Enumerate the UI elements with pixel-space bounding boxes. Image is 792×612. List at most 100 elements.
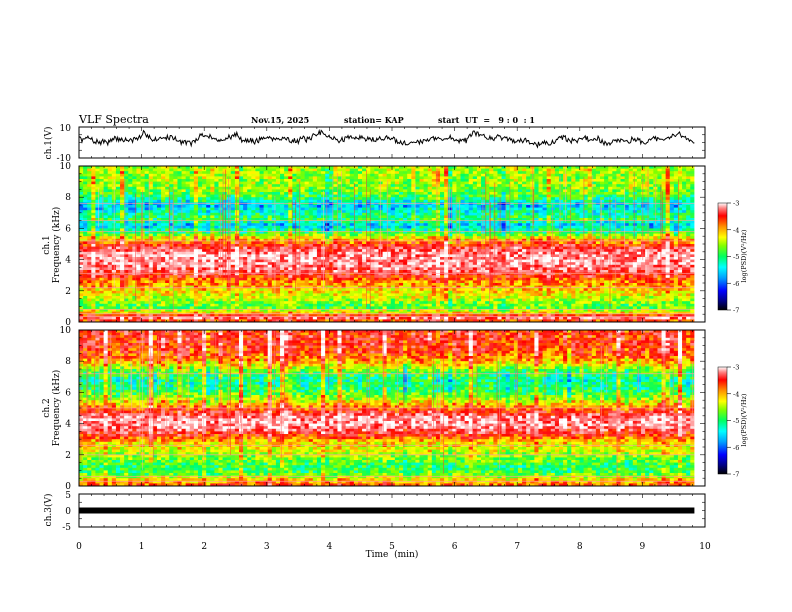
ch1-spectrogram-cell — [145, 182, 150, 185]
ch1-spectrogram-cell — [608, 174, 613, 177]
ch1-spectrogram-cell — [420, 174, 425, 177]
ch1-spectrogram-cell — [534, 179, 539, 182]
ch1-spectrogram-cell — [161, 197, 166, 200]
ch1-spectrogram-cell — [399, 169, 404, 172]
ch1-spectrogram-cell — [206, 195, 211, 198]
ch1-spectrogram-cell — [104, 195, 109, 198]
ch1-spectrogram-cell — [190, 182, 195, 185]
ch1-spectrogram-cell — [538, 169, 543, 172]
ch1-spectrogram-cell — [633, 200, 638, 203]
ch1-spectrogram-cell — [136, 192, 141, 195]
ch1-spectrogram-cell — [136, 184, 141, 187]
ch1-spectrogram-cell — [604, 200, 609, 203]
ch1-spectrogram-cell — [662, 169, 667, 172]
ch1-spectrogram-cell — [489, 197, 494, 200]
ch1-spectrogram-cell — [116, 202, 121, 205]
ch1-spectrogram-cell — [670, 171, 675, 174]
ch1-spectrogram-cell — [288, 182, 293, 185]
ch1-spectrogram-cell — [350, 195, 355, 198]
ch1-spectrogram-cell — [198, 176, 203, 179]
ch1-spectrogram-cell — [141, 184, 146, 187]
ch1-spectrogram-cell — [79, 174, 84, 177]
ch1-spectrogram-cell — [350, 187, 355, 190]
ch1-spectrogram-cell — [522, 176, 527, 179]
ch1-spectrogram-cell — [202, 189, 207, 192]
ch1-spectrogram-cell — [420, 179, 425, 182]
ch1-spectrogram-cell — [407, 174, 412, 177]
ch1-spectrogram-cell — [235, 176, 240, 179]
ch1-spectrogram-cell — [415, 189, 420, 192]
ch1-spectrogram-cell — [666, 184, 671, 187]
ch1-spectrogram-cell — [374, 182, 379, 185]
ch1-spectrogram-cell — [432, 189, 437, 192]
ch1-spectrogram-cell — [666, 169, 671, 172]
ch1-spectrogram-cell — [280, 202, 285, 205]
ch1-spectrogram-cell — [424, 205, 429, 208]
ch1-spectrogram-cell — [301, 197, 306, 200]
ch1-spectrogram-cell — [255, 197, 260, 200]
ch1-spectrogram-cell — [432, 197, 437, 200]
ch1-spectrogram-cell — [420, 182, 425, 185]
ch1-spectrogram-cell — [440, 184, 445, 187]
ch1-spectrogram-cell — [100, 182, 105, 185]
ch1-spectrogram-cell — [465, 174, 470, 177]
ch1-spectrogram-cell — [190, 176, 195, 179]
ch1-spectrogram-cell — [264, 189, 269, 192]
ch1-spectrogram-cell — [407, 179, 412, 182]
ch1-spectrogram-cell — [625, 171, 630, 174]
ch1-spectrogram-cell — [157, 182, 162, 185]
ch1-spectrogram-cell — [83, 182, 88, 185]
ch1-spectrogram-cell — [399, 202, 404, 205]
ch1-spectrogram-cell — [690, 176, 695, 179]
ch1-spectrogram-cell — [358, 182, 363, 185]
ch1-spectrogram-cell — [169, 182, 174, 185]
ch1-spectrogram-cell — [301, 174, 306, 177]
ch1-spectrogram-cell — [538, 171, 543, 174]
ch1-spectrogram-cell — [514, 192, 519, 195]
ch1-spectrogram-cell — [674, 174, 679, 177]
ch1-spectrogram-cell — [132, 205, 137, 208]
ch1-spectrogram-cell — [481, 171, 486, 174]
ch1-spectrogram-cell — [600, 195, 605, 198]
ch1-spectrogram-cell — [608, 184, 613, 187]
ch1-spectrogram-cell — [284, 182, 289, 185]
ch1-spectrogram-cell — [128, 202, 133, 205]
ch1-spectrogram-cell — [559, 189, 564, 192]
ch1-spectrogram-cell — [313, 197, 318, 200]
ch1-spectrogram-cell — [288, 174, 293, 177]
ch1-spectrogram-cell — [145, 179, 150, 182]
ch1-spectrogram-cell — [424, 169, 429, 172]
ch1-spectrogram-cell — [522, 169, 527, 172]
ch1-spectrogram-cell — [497, 197, 502, 200]
ch1-spectrogram-cell — [378, 169, 383, 172]
ch1-spectrogram-cell — [641, 179, 646, 182]
ch1-spectrogram-cell — [657, 195, 662, 198]
ch1-spectrogram-cell — [407, 197, 412, 200]
ch1-spectrogram-cell — [502, 192, 507, 195]
ch1-spectrogram-cell — [551, 169, 556, 172]
ch1-spectrogram-cell — [518, 179, 523, 182]
ch1-spectrogram-cell — [342, 195, 347, 198]
ch1-spectrogram-cell — [682, 182, 687, 185]
ch1-spectrogram-cell — [440, 176, 445, 179]
ch1-spectrogram-cell — [571, 174, 576, 177]
ch1-spectrogram-cell — [502, 176, 507, 179]
ch1-spectrogram-cell — [251, 200, 256, 203]
ch1-spectrogram-cell — [489, 192, 494, 195]
ch1-spectrogram-cell — [276, 205, 281, 208]
ch1-spectrogram-cell — [153, 174, 158, 177]
ch1-spectrogram-cell — [231, 184, 236, 187]
ch1-spectrogram-cell — [136, 189, 141, 192]
ch1-spectrogram-cell — [641, 192, 646, 195]
ch1-spectrogram-cell — [87, 171, 92, 174]
ch1-spectrogram-cell — [231, 187, 236, 190]
ch1-spectrogram-cell — [383, 202, 388, 205]
ch1-spectrogram-cell — [518, 205, 523, 208]
ch1-spectrogram-cell — [432, 205, 437, 208]
ch1-spectrogram-cell — [383, 169, 388, 172]
ch1-spectrogram-cell — [522, 184, 527, 187]
ch1-spectrogram-cell — [588, 189, 593, 192]
ch1-spectrogram-cell — [649, 169, 654, 172]
ch1-spectrogram-cell — [629, 169, 634, 172]
ch1-spectrogram-cell — [444, 171, 449, 174]
